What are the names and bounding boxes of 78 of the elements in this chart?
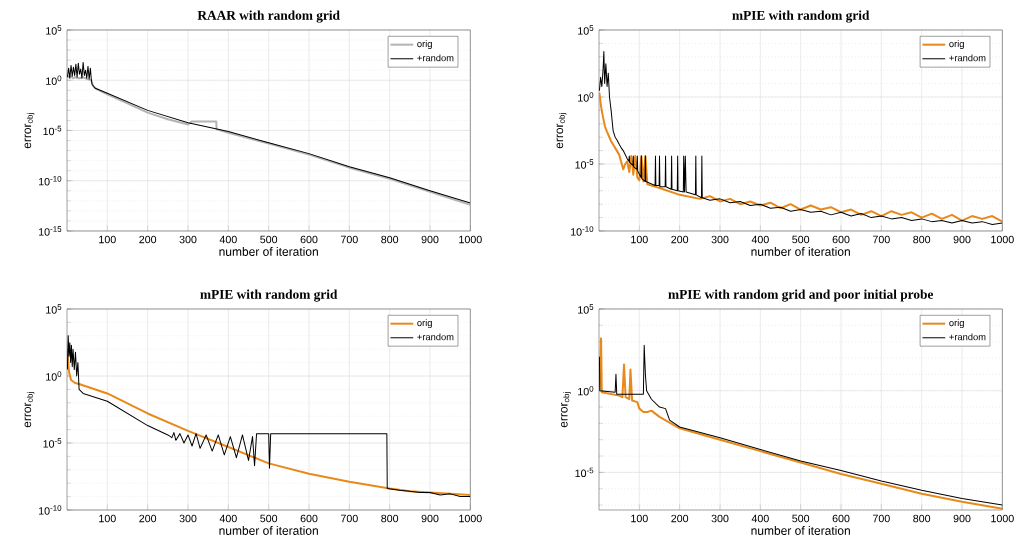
y-tick-label: 10$^{0}$: [46, 75, 62, 85]
legend-label: +random: [417, 333, 454, 341]
x-tick-label: 200: [139, 514, 157, 523]
legend-label: orig: [417, 319, 432, 328]
x-tick-label: 500: [792, 514, 810, 523]
y-axis-title: error$_{obj}$: [24, 113, 35, 149]
legend-label: +random: [949, 54, 986, 62]
x-tick-label: 900: [421, 514, 439, 523]
x-axis-title: number of iteration: [751, 526, 850, 535]
x-tick-label: 300: [711, 235, 729, 244]
x-tick-label: 200: [671, 514, 689, 523]
x-tick-label: 800: [381, 514, 399, 523]
x-tick-label: 700: [872, 235, 890, 244]
x-tick-label: 500: [792, 235, 810, 244]
x-axis-title: number of iteration: [219, 526, 318, 535]
legend-label: orig: [949, 319, 964, 328]
x-tick-label: 700: [340, 235, 358, 244]
legend-label: orig: [949, 40, 964, 49]
x-tick-label: 800: [913, 514, 931, 523]
legend-label: +random: [417, 54, 454, 62]
y-axis-title: error$_{obj}$: [561, 392, 571, 428]
x-tick-label: 100: [631, 514, 648, 523]
chart-title: mPIE with random grid and poor initial probe: [668, 289, 934, 302]
x-tick-label: 900: [953, 514, 971, 523]
x-tick-label: 900: [953, 235, 971, 244]
x-tick-label: 900: [421, 235, 439, 244]
x-tick-label: 300: [179, 235, 197, 244]
x-tick-label: 800: [913, 235, 931, 244]
y-tick-label: 10$^{-10}$: [39, 176, 62, 186]
y-tick-label: 10$^{5}$: [578, 25, 594, 35]
x-tick-label: 400: [751, 514, 769, 523]
line-series: [599, 91, 1003, 223]
y-tick-label: 10$^{-5}$: [575, 159, 594, 169]
x-tick-label: 1000: [991, 235, 1014, 244]
x-tick-label: 500: [260, 514, 278, 523]
x-tick-label: 1000: [991, 514, 1014, 523]
y-axis-title: error$_{obj}$: [24, 392, 35, 428]
y-tick-label: 10$^{-10}$: [39, 505, 62, 515]
x-axis-title: number of iteration: [219, 247, 318, 256]
chart-title: mPIE with random grid: [732, 10, 870, 23]
y-tick-label: 10$^{0}$: [578, 385, 594, 396]
y-tick-label: 10$^{-5}$: [43, 125, 62, 136]
x-tick-label: 100: [99, 235, 116, 244]
y-tick-label: 10$^{5}$: [46, 304, 62, 314]
y-tick-label: 10$^{-5}$: [575, 467, 594, 478]
y-tick-label: 10$^{-5}$: [43, 438, 62, 448]
line-series: [599, 50, 1003, 226]
y-axis-title: error$_{obj}$: [556, 113, 567, 149]
y-tick-label: 10$^{0}$: [578, 92, 594, 102]
x-tick-label: 400: [751, 235, 769, 244]
x-tick-label: 200: [139, 235, 157, 244]
x-tick-label: 500: [260, 235, 278, 244]
y-tick-label: 10$^{5}$: [46, 25, 62, 35]
y-tick-label: 10$^{0}$: [46, 371, 62, 381]
x-tick-label: 200: [671, 235, 689, 244]
x-tick-label: 300: [711, 514, 729, 523]
x-tick-label: 600: [300, 514, 318, 523]
x-tick-label: 100: [99, 514, 116, 523]
x-tick-label: 700: [340, 514, 358, 523]
x-axis-title: number of iteration: [751, 247, 850, 256]
legend-label: +random: [949, 333, 986, 341]
y-tick-label: 10$^{-15}$: [39, 226, 62, 236]
y-tick-label: 10$^{-10}$: [571, 226, 594, 236]
x-tick-label: 300: [179, 514, 197, 523]
x-tick-label: 800: [381, 235, 399, 244]
x-tick-label: 1000: [459, 514, 482, 523]
x-tick-label: 1000: [459, 235, 482, 244]
y-tick-label: 10$^{5}$: [578, 304, 594, 314]
legend-label: orig: [417, 40, 432, 49]
chart-title: mPIE with random grid: [200, 289, 338, 302]
x-tick-label: 600: [832, 514, 850, 523]
x-tick-label: 100: [631, 235, 648, 244]
x-tick-label: 700: [872, 514, 890, 523]
x-tick-label: 600: [300, 235, 318, 244]
x-tick-label: 400: [219, 235, 237, 244]
chart-title: RAAR with random grid: [197, 10, 340, 23]
x-tick-label: 400: [219, 514, 237, 523]
x-tick-label: 600: [832, 235, 850, 244]
